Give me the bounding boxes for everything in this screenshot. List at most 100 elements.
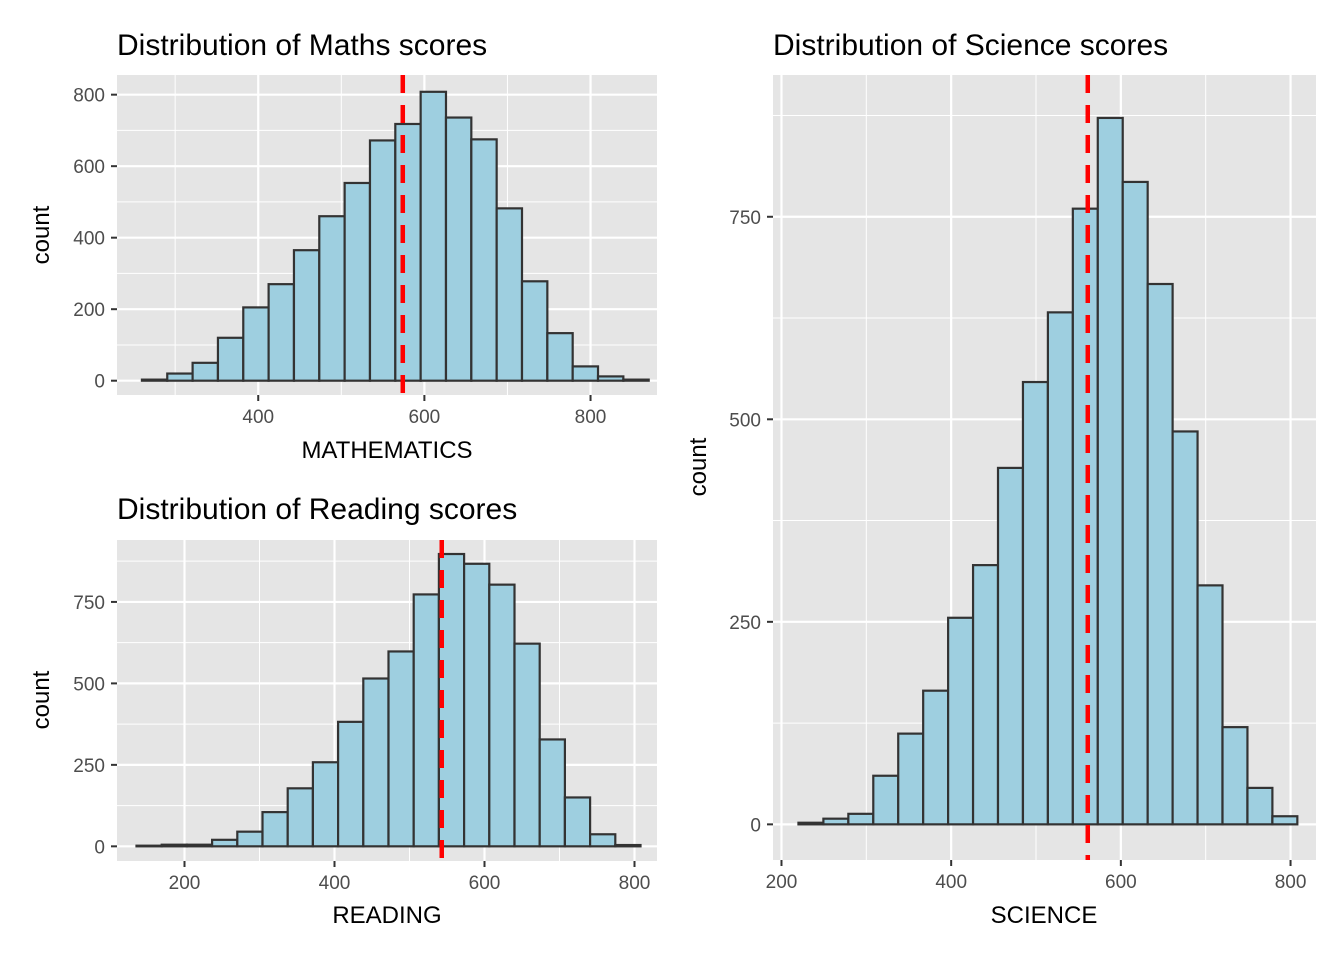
maths-histogram-bar	[571, 365, 600, 382]
science-bars	[797, 116, 1299, 826]
reading-chart-title: Distribution of Reading scores	[117, 493, 517, 526]
maths-histogram-bar	[444, 116, 473, 382]
science-x-tick-label: 200	[766, 872, 798, 893]
reading-histogram-bar	[362, 677, 390, 848]
maths-histogram-bar	[368, 139, 397, 382]
maths-histogram-bar	[318, 215, 346, 382]
maths-histogram-bar	[216, 336, 245, 382]
maths-histogram-bar	[622, 378, 650, 382]
maths-histogram-bar	[166, 372, 194, 382]
reading-histogram-bar	[463, 562, 491, 848]
maths-y-tick-label: 200	[73, 300, 105, 321]
science-histogram-bar	[822, 817, 850, 826]
reading-histogram-bar	[185, 843, 214, 848]
maths-y-tick-label: 400	[73, 229, 105, 250]
reading-histogram-bar	[614, 843, 642, 848]
science-y-axis-title: count	[685, 437, 712, 496]
science-histogram-bar	[996, 466, 1025, 826]
maths-histogram-bar	[292, 249, 321, 382]
reading-chart: Distribution of Reading scores 200 400 600…	[28, 493, 657, 929]
reading-histogram-bar	[513, 642, 541, 848]
reading-histogram-bar	[211, 838, 239, 848]
science-histogram-bar	[922, 689, 950, 826]
reading-y-tick-label: 0	[94, 837, 105, 858]
reading-x-tick-label: 400	[319, 873, 351, 894]
maths-x-tick-label: 600	[409, 407, 441, 428]
reading-histogram-bar	[588, 833, 617, 848]
science-histogram-bar	[1146, 282, 1174, 826]
maths-bars	[140, 90, 650, 382]
maths-histogram-bar	[495, 207, 524, 382]
maths-chart: Distribution of Maths scores 400 600 800 0…	[28, 29, 657, 464]
maths-histogram-bar	[419, 90, 448, 382]
reading-x-axis-title: READING	[332, 902, 441, 929]
maths-chart-title: Distribution of Maths scores	[117, 29, 487, 62]
science-y-ticks: 0 250 500 750	[729, 208, 773, 836]
maths-histogram-bar	[520, 280, 549, 382]
maths-histogram-bar	[140, 378, 169, 382]
reading-bars	[135, 552, 642, 848]
maths-x-tick-label: 400	[242, 407, 274, 428]
science-histogram-bar	[1096, 116, 1124, 826]
science-y-tick-label: 750	[729, 208, 761, 229]
maths-histogram-bar	[191, 361, 220, 382]
science-histogram-bar	[847, 812, 875, 826]
science-histogram-bar	[1221, 726, 1249, 826]
science-histogram-bar	[1246, 786, 1274, 826]
science-chart-title: Distribution of Science scores	[773, 29, 1168, 62]
science-histogram-bar	[1046, 311, 1074, 826]
maths-histogram-bar	[546, 332, 574, 382]
reading-y-axis-title: count	[28, 670, 55, 729]
reading-y-tick-label: 500	[73, 674, 105, 695]
science-y-tick-label: 250	[729, 613, 761, 634]
maths-y-tick-label: 600	[73, 157, 105, 178]
reading-y-tick-label: 750	[73, 593, 105, 614]
science-histogram-bar	[797, 821, 825, 826]
reading-histogram-bar	[311, 761, 340, 848]
reading-histogram-bar	[236, 830, 264, 848]
reading-histogram-bar	[488, 583, 516, 848]
reading-histogram-bar	[261, 811, 289, 848]
science-histogram-bar	[1196, 584, 1224, 826]
science-x-tick-label: 600	[1105, 872, 1137, 893]
science-histogram-bar	[897, 732, 925, 826]
maths-y-ticks: 0 200 400 600 800	[73, 86, 117, 393]
maths-histogram-bar	[242, 306, 270, 382]
maths-x-tick-label: 800	[575, 407, 607, 428]
science-y-tick-label: 0	[750, 815, 761, 836]
reading-histogram-bar	[337, 720, 365, 848]
maths-x-axis-title: MATHEMATICS	[301, 437, 472, 464]
science-histogram-bar	[872, 774, 900, 826]
reading-histogram-bar	[538, 738, 567, 848]
science-chart: Distribution of Science scores 200 400 600…	[685, 29, 1316, 929]
reading-histogram-bar	[412, 593, 441, 848]
science-y-tick-label: 500	[729, 410, 761, 431]
science-histogram-bar	[1121, 180, 1149, 826]
science-x-axis-title: SCIENCE	[991, 902, 1098, 929]
maths-y-axis-title: count	[28, 205, 55, 264]
maths-x-ticks: 400 600 800	[242, 395, 606, 428]
maths-y-tick-label: 800	[73, 86, 105, 107]
maths-histogram-bar	[343, 181, 372, 382]
science-histogram-bar	[971, 564, 1000, 826]
maths-y-tick-label: 0	[94, 372, 105, 393]
reading-histogram-bar	[286, 787, 315, 848]
reading-histogram-bar	[160, 843, 188, 848]
reading-histogram-bar	[387, 650, 415, 848]
science-x-tick-label: 800	[1275, 872, 1307, 893]
reading-x-ticks: 200 400 600 800	[169, 861, 651, 894]
science-histogram-bar	[1071, 207, 1099, 826]
maths-histogram-bar	[267, 283, 296, 382]
reading-x-tick-label: 800	[619, 873, 651, 894]
science-histogram-bar	[1171, 430, 1199, 826]
maths-histogram-bar	[394, 122, 422, 382]
reading-x-tick-label: 600	[469, 873, 501, 894]
reading-y-tick-label: 250	[73, 756, 105, 777]
science-x-ticks: 200 400 600 800	[766, 860, 1307, 893]
science-histogram-bar	[1021, 380, 1049, 826]
reading-histogram-bar	[563, 796, 592, 848]
reading-y-ticks: 0 250 500 750	[73, 593, 117, 858]
science-x-tick-label: 400	[935, 872, 967, 893]
maths-histogram-bar	[470, 138, 498, 382]
